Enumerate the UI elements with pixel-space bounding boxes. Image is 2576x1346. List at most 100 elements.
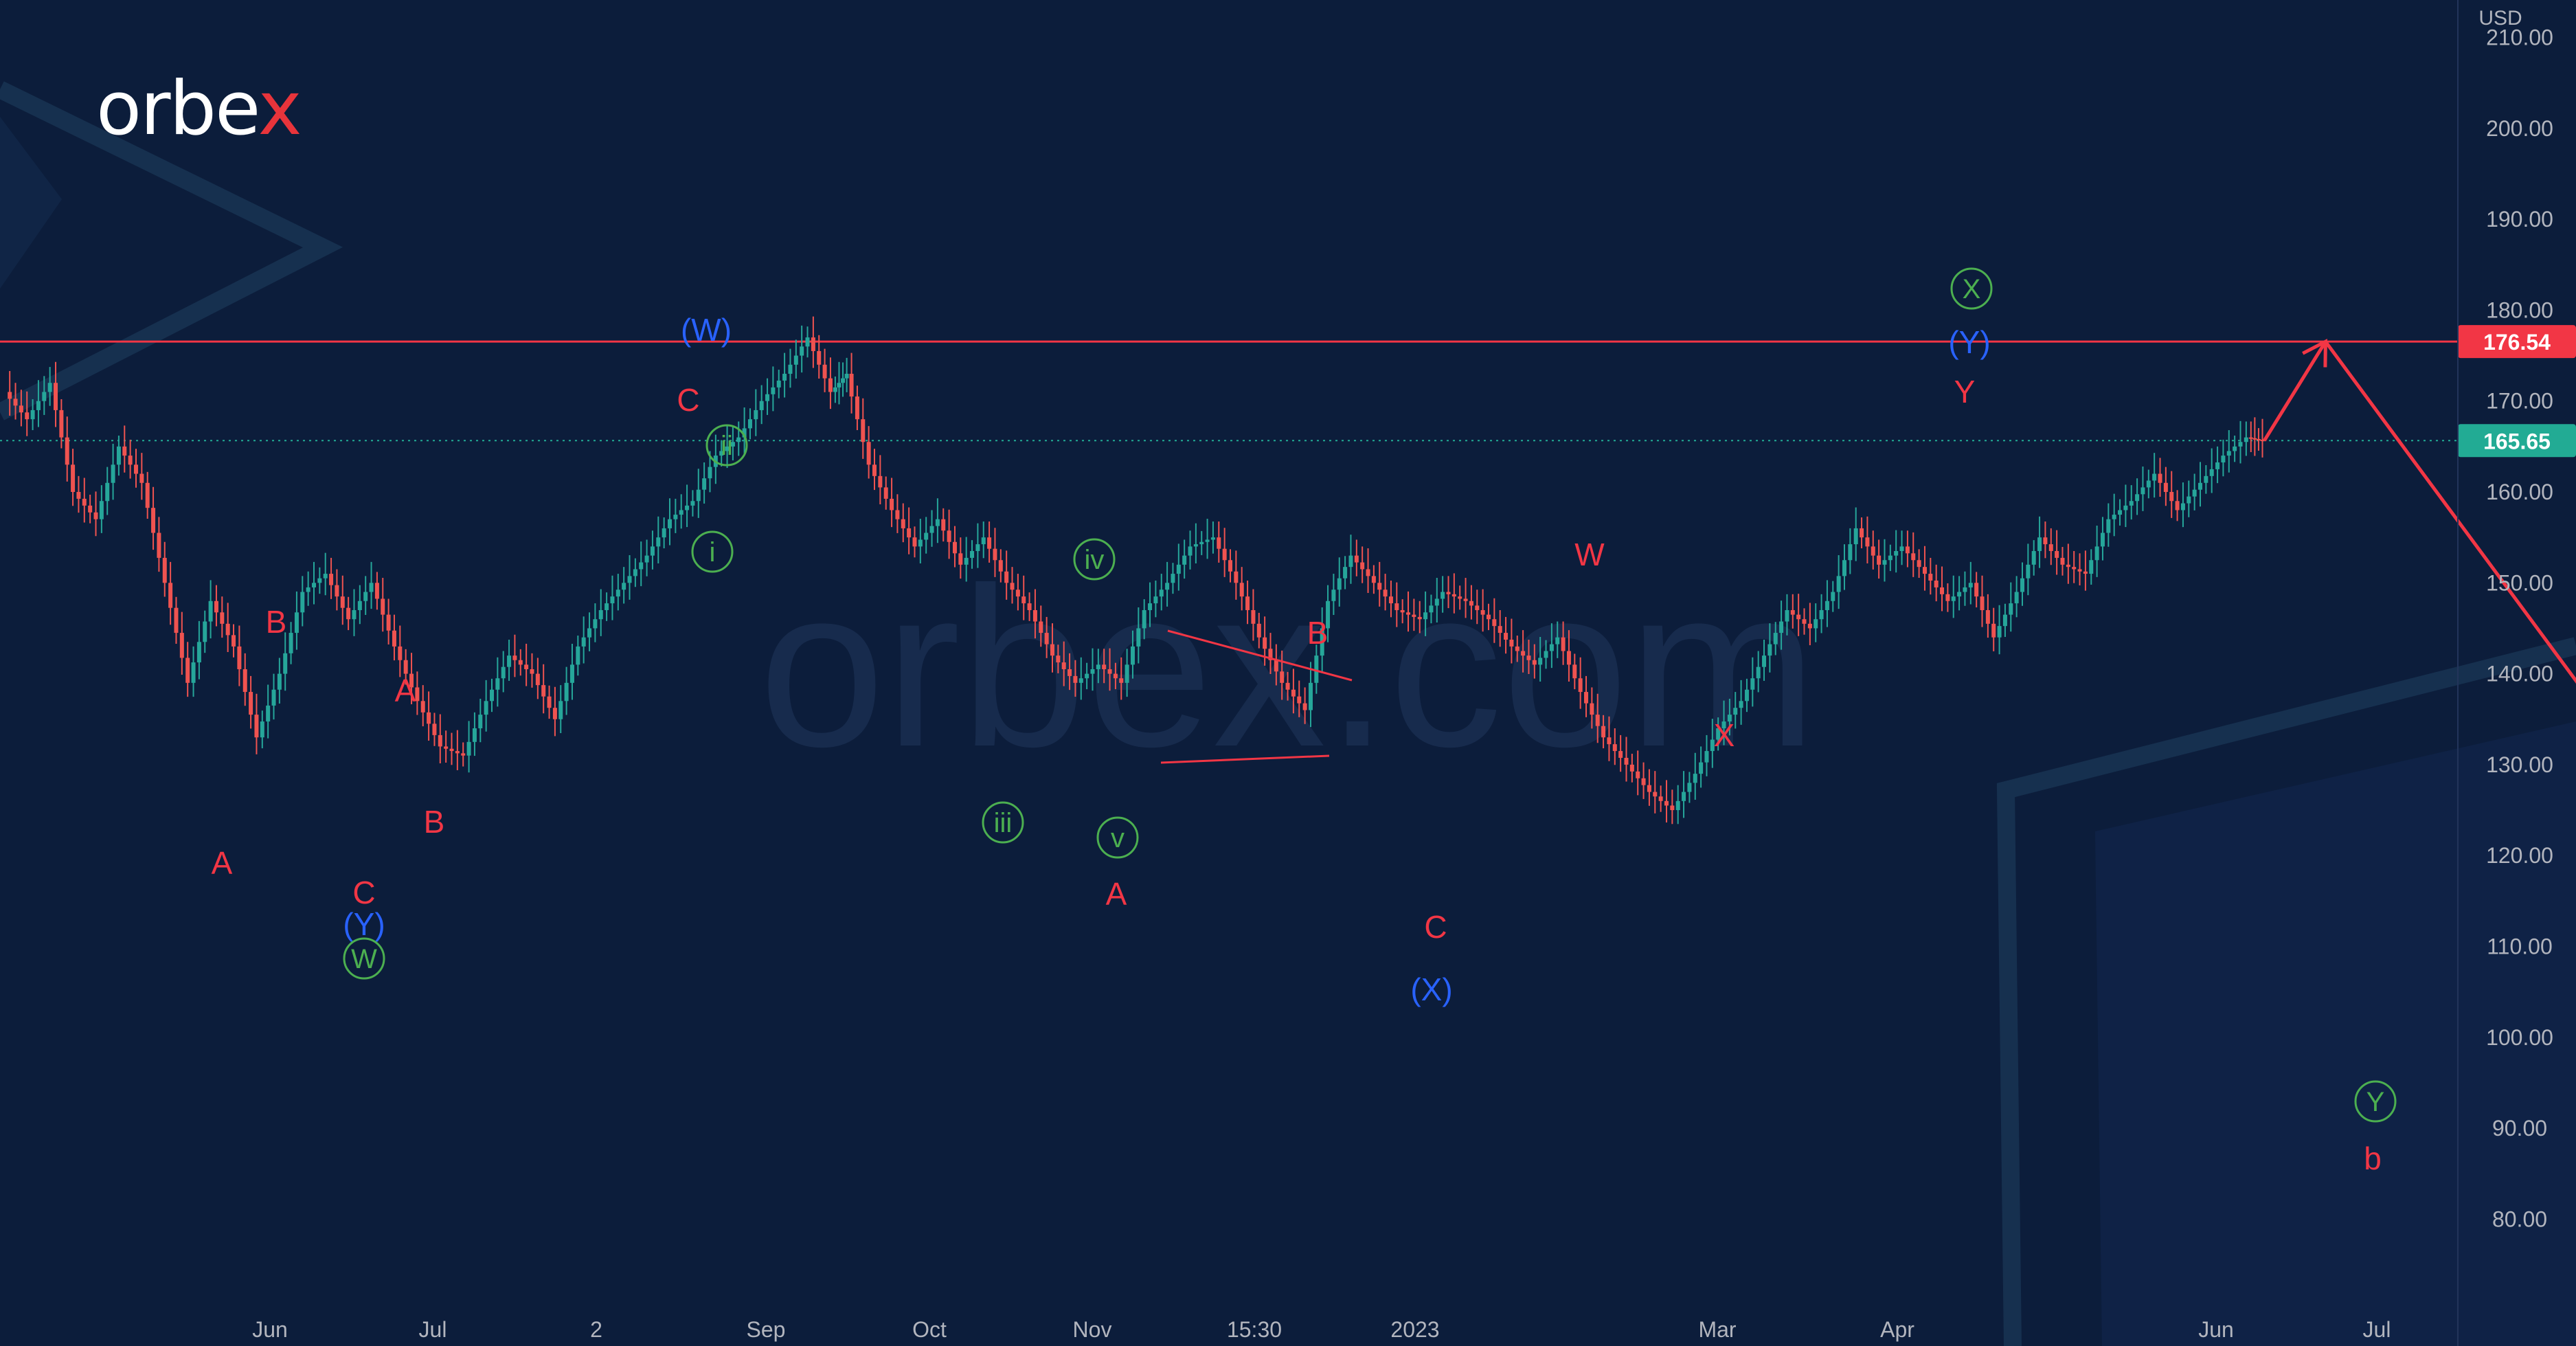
candle-body — [111, 464, 115, 483]
time-tick: Jun — [2198, 1317, 2234, 1342]
candle-body — [1991, 623, 1996, 638]
candle-body — [47, 383, 52, 392]
time-tick: Mar — [1698, 1317, 1736, 1342]
candle-body — [1601, 726, 1606, 738]
candle-body — [615, 590, 620, 597]
candle-body — [1664, 800, 1669, 806]
candle-body — [1492, 619, 1497, 627]
candle-body — [2238, 442, 2243, 447]
candle-body — [323, 574, 328, 579]
candle-body — [311, 583, 316, 587]
wave-label: C — [677, 382, 699, 418]
price-tick: 190.00 — [2486, 207, 2553, 232]
candle-body — [1641, 778, 1646, 785]
wave-label: iii — [994, 808, 1013, 838]
bg-shape — [0, 117, 62, 289]
wave-label-circle — [2354, 1080, 2397, 1123]
price-tick: 100.00 — [2486, 1025, 2553, 1050]
candle-body — [185, 658, 190, 683]
candle-body — [346, 607, 351, 620]
candle-body — [294, 612, 299, 633]
candle-body — [42, 392, 47, 401]
candle-body — [1629, 764, 1634, 772]
candle-body — [754, 410, 758, 420]
candle-body — [662, 528, 666, 538]
candle-body — [1888, 555, 1893, 561]
candle-body — [1285, 682, 1290, 690]
candle-body — [174, 607, 179, 633]
candle-body — [1612, 744, 1617, 752]
wave-label: Y — [1954, 374, 1976, 410]
bg-shape — [0, 81, 343, 420]
candle-body — [1153, 596, 1158, 604]
resistance-price-badge — [2458, 325, 2576, 359]
candle-body — [1814, 619, 1818, 629]
candle-body — [1239, 583, 1244, 597]
candle-body — [1107, 669, 1112, 674]
candle-body — [547, 696, 552, 708]
candle-body — [1458, 596, 1462, 599]
candle-body — [466, 741, 471, 756]
last-price-badge — [2458, 424, 2576, 458]
wave-label: A — [212, 845, 233, 881]
candle-body — [472, 728, 477, 742]
candle-body — [139, 473, 144, 483]
candle-body — [1521, 651, 1526, 656]
candle-body — [461, 753, 466, 756]
candle-body — [2077, 569, 2082, 572]
candle-body — [771, 387, 776, 394]
candle-body — [2158, 473, 2162, 483]
candle-body — [1739, 701, 1743, 708]
candle-body — [489, 689, 494, 702]
candle-body — [1790, 609, 1795, 615]
candle-body — [2037, 537, 2042, 551]
candle-body — [535, 673, 540, 686]
candle-body — [1951, 596, 1956, 601]
candle-body — [1773, 633, 1778, 644]
candle-body — [849, 374, 854, 397]
wave-label: (Y) — [1948, 324, 1990, 360]
candle-body — [2048, 544, 2053, 551]
candle-body — [1171, 574, 1175, 583]
candle-body — [191, 662, 196, 683]
candle-body — [1394, 603, 1399, 610]
candle-body — [392, 630, 396, 647]
candle-body — [415, 687, 420, 702]
candle-body — [890, 498, 894, 511]
time-axis[interactable]: Jun Jul 2 Sep Oct Nov 15:30 2023 Mar Apr Jun Jul — [252, 1317, 2391, 1342]
candle-body — [1308, 682, 1313, 710]
price-tick: 200.00 — [2486, 116, 2553, 141]
candle-body — [1618, 751, 1623, 758]
candle-body — [1963, 587, 1967, 592]
candle-body — [237, 646, 242, 669]
candle-body — [2140, 487, 2145, 495]
candle-body — [1297, 696, 1302, 704]
candle-body — [203, 621, 207, 642]
wave-label-circle — [1950, 267, 1993, 310]
candle-body — [1217, 537, 1221, 549]
candle-body — [866, 442, 871, 465]
candle-body — [1572, 664, 1577, 679]
candle-body — [1090, 669, 1095, 674]
candle-body — [1159, 590, 1164, 597]
wave-label: ii — [721, 431, 733, 461]
candle-body — [987, 537, 992, 549]
candle-body — [271, 689, 276, 706]
candle-body — [1039, 621, 1043, 633]
candle-body — [702, 478, 707, 490]
candle-body — [1228, 560, 1233, 572]
candle-body — [981, 537, 986, 545]
candle-body — [1544, 651, 1548, 658]
candle-body — [1193, 544, 1198, 547]
candle-body — [352, 609, 357, 620]
wave-label-circle — [705, 424, 748, 467]
candle-body — [2260, 440, 2265, 442]
candle-body — [420, 701, 425, 713]
candle-body — [340, 596, 345, 608]
candle-body — [668, 519, 673, 528]
candle-body — [1682, 792, 1686, 801]
time-tick: 2023 — [1390, 1317, 1439, 1342]
candle-body — [1945, 594, 1950, 601]
